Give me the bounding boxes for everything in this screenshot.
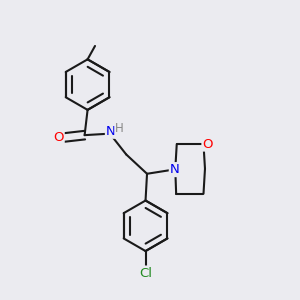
Text: N: N bbox=[170, 163, 179, 176]
Text: Cl: Cl bbox=[139, 266, 152, 280]
Text: N: N bbox=[106, 125, 116, 138]
Text: O: O bbox=[53, 131, 64, 144]
Text: H: H bbox=[115, 122, 124, 135]
Text: O: O bbox=[202, 138, 213, 151]
